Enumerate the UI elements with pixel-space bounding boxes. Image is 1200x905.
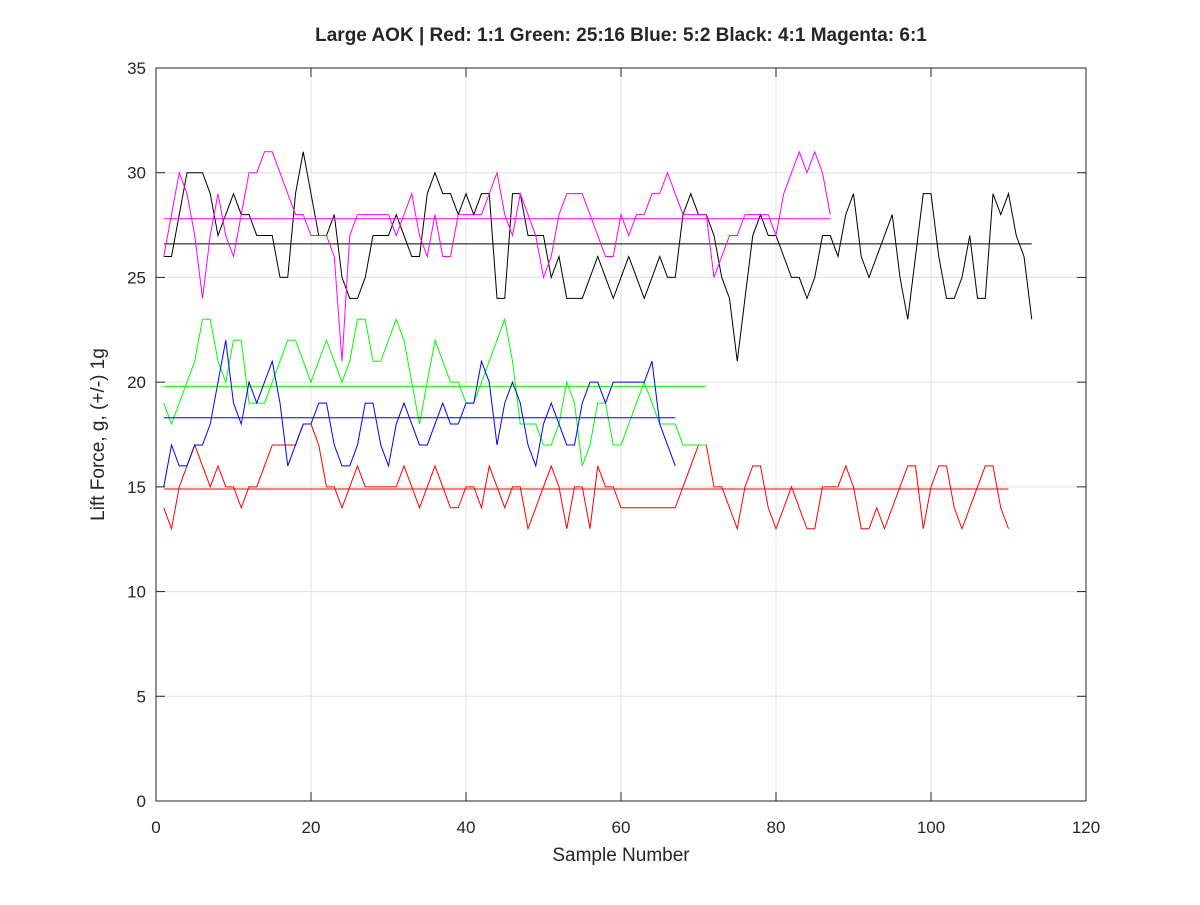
y-tick-label: 25 <box>127 268 146 287</box>
ticks: 0 20 40 60 80 100 120 0 5 10 15 20 25 30 35 <box>127 59 1100 837</box>
series-line <box>163 151 1033 362</box>
x-axis-title: Sample Number <box>552 845 690 866</box>
y-tick-label: 20 <box>127 373 146 392</box>
y-tick-label: 10 <box>127 583 146 602</box>
series-line <box>163 317 707 467</box>
x-tick-label: 60 <box>612 818 631 837</box>
series-line <box>163 340 676 487</box>
y-tick-label: 5 <box>137 687 146 706</box>
x-tick-label: 80 <box>767 818 786 837</box>
y-tick-label: 15 <box>127 478 146 497</box>
x-tick-label: 40 <box>457 818 476 837</box>
y-tick-label: 35 <box>127 59 146 78</box>
chart-title: Large AOK | Red: 1:1 Green: 25:16 Blue: … <box>315 25 927 46</box>
y-axis-title: Lift Force, g, (+/-) 1g <box>88 348 109 521</box>
series-2 <box>163 340 676 487</box>
x-tick-label: 120 <box>1072 818 1100 837</box>
series-group <box>163 150 1033 531</box>
series-line <box>163 150 831 362</box>
series-1 <box>163 317 707 467</box>
series-3 <box>163 151 1033 362</box>
x-tick-label: 100 <box>917 818 945 837</box>
y-tick-label: 30 <box>127 164 146 183</box>
x-tick-label: 0 <box>151 818 160 837</box>
y-tick-label: 0 <box>137 792 146 811</box>
series-4 <box>163 150 831 362</box>
x-tick-label: 20 <box>302 818 321 837</box>
